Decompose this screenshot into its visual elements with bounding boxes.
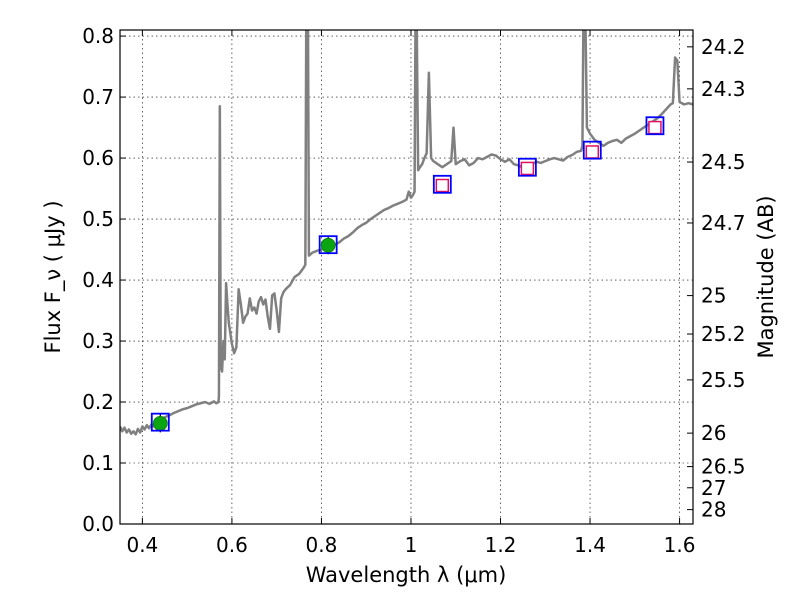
photometry-markers	[150, 116, 665, 433]
magnitude-tick-label: 24.7	[701, 211, 746, 235]
y-tick-label: 0.5	[82, 207, 114, 231]
y-tick-label: 0.4	[82, 268, 114, 292]
y-tick-label: 0.1	[82, 451, 114, 475]
magnitude-tick-label: 24.3	[701, 77, 746, 101]
spectrum-series	[120, 30, 693, 436]
right-axis-title: Magnitude (AB)	[754, 195, 778, 358]
magnitude-tick-label: 27	[701, 476, 726, 500]
upper-limit-marker	[585, 145, 600, 159]
y-tick-label: 0.7	[82, 85, 114, 109]
x-tick-label: 0.4	[126, 533, 158, 557]
x-axis-title: Wavelength λ (μm)	[306, 563, 507, 587]
model-photometry-marker	[150, 412, 170, 432]
y-tick-label: 0.3	[82, 329, 114, 353]
axis-ticks: 0.4 0.6 0.8 1 1.2 1.4 1.6 0.0 0.1 0.2 0.3 0.4 0.5 0.6…	[82, 24, 745, 557]
spectrum-line	[120, 30, 693, 436]
y-tick-label: 0.6	[82, 146, 114, 170]
observed-flux-point	[152, 415, 168, 431]
magnitude-tick-label: 25.5	[701, 368, 746, 392]
x-tick-label: 1.2	[485, 533, 517, 557]
upper-limit-marker	[648, 120, 662, 135]
upper-limit-marker	[520, 161, 535, 176]
model-photometry-marker	[645, 116, 665, 136]
y-tick-label: 0.0	[82, 512, 114, 536]
model-photometry-marker	[582, 140, 602, 160]
y-tick-label: 0.2	[82, 390, 114, 414]
x-tick-label: 1	[405, 533, 418, 557]
model-photometry-marker	[318, 235, 338, 255]
x-tick-label: 1.4	[574, 533, 606, 557]
y-tick-label: 0.8	[82, 24, 114, 48]
plot-frame	[119, 29, 694, 525]
upper-limit-marker	[435, 178, 450, 193]
model-photometry-marker	[517, 157, 537, 177]
x-tick-label: 0.8	[306, 533, 338, 557]
magnitude-tick-label: 24.2	[701, 35, 746, 59]
magnitude-tick-label: 25.2	[701, 322, 746, 346]
y-axis-title: Flux F_ν ( μJy )	[41, 200, 66, 353]
magnitude-tick-label: 26.5	[701, 455, 746, 479]
magnitude-tick-label: 28	[701, 498, 726, 522]
model-photometry-marker	[432, 174, 452, 194]
x-tick-label: 0.6	[216, 533, 248, 557]
magnitude-tick-label: 26	[701, 421, 726, 445]
magnitude-tick-label: 25	[701, 284, 726, 308]
magnitude-tick-label: 24.5	[701, 150, 746, 174]
x-tick-label: 1.6	[664, 533, 696, 557]
observed-flux-point	[320, 237, 336, 253]
